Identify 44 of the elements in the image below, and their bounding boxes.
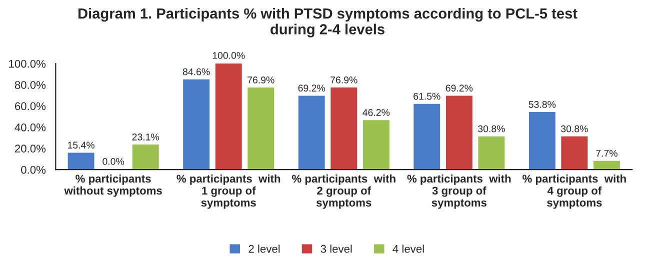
bar — [132, 144, 159, 170]
data-label: 76.9% — [248, 76, 274, 84]
y-tick-label: 100.0% — [9, 60, 46, 68]
x-tick-label: % participants without symptoms — [64, 174, 162, 197]
data-label: 100.0% — [212, 52, 245, 59]
data-label: 53.8% — [528, 100, 556, 108]
data-label: 69.2% — [446, 84, 473, 92]
data-label: 61.5% — [414, 92, 440, 100]
data-label: 84.6% — [182, 68, 210, 76]
bar — [68, 152, 94, 170]
data-label: 69.2% — [298, 84, 326, 92]
bar — [215, 64, 242, 170]
data-label: 23.1% — [132, 134, 160, 140]
data-label: 30.8% — [561, 125, 588, 132]
legend-label: 3 level — [320, 244, 352, 253]
y-tick-label: 20.0% — [15, 144, 46, 153]
bar — [593, 160, 620, 170]
bar — [248, 88, 274, 170]
data-label: 46.2% — [362, 109, 390, 116]
y-tick-label: 0.0% — [21, 166, 46, 174]
y-tick-label: 60.0% — [15, 102, 46, 110]
bar — [446, 96, 472, 170]
chart-title: Diagram 1. Participants % with PTSD symptoms according to PCL-5 test during 2-4 levels — [78, 8, 578, 38]
x-tick-label: % participants with 1 group of symptoms — [176, 174, 280, 209]
data-label: 30.8% — [478, 125, 505, 132]
y-tick-label: 40.0% — [14, 123, 46, 132]
data-label: 76.9% — [330, 76, 358, 84]
legend-label: 4 level — [392, 244, 424, 253]
y-tick-label: 80.0% — [14, 81, 46, 89]
bar — [414, 104, 440, 170]
legend-label: 2 level — [248, 244, 280, 253]
bar — [478, 136, 505, 170]
data-label: 7.7% — [596, 150, 618, 157]
bar — [330, 88, 358, 170]
data-label: 15.4% — [68, 142, 94, 149]
x-tick-label: % participants with 4 group of symptoms — [522, 174, 626, 209]
bar — [298, 96, 325, 170]
bar — [528, 112, 556, 170]
bar — [362, 120, 390, 170]
data-label: 0.0% — [102, 158, 124, 165]
x-tick-label: % participants with 2 group of symptoms — [292, 174, 396, 209]
bar — [561, 136, 588, 170]
x-tick-label: % participants with 3 group of symptoms — [407, 174, 511, 209]
bar — [183, 79, 210, 170]
